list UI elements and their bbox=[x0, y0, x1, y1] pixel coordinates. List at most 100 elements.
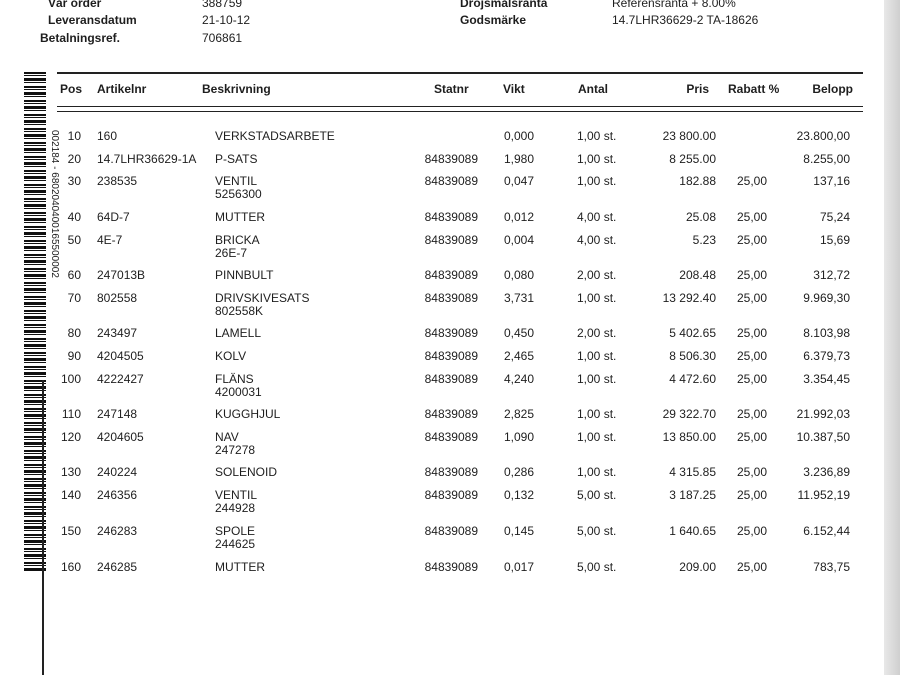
cell-pris: 13 850.00 bbox=[662, 430, 716, 444]
cell-rabatt: 25,00 bbox=[737, 174, 768, 188]
cell-vikt: 0,450 bbox=[503, 326, 534, 340]
cell-rabatt: 25,00 bbox=[737, 430, 768, 444]
cell-belopp: 137,16 bbox=[813, 174, 850, 188]
cell-pris: 3 187.25 bbox=[669, 488, 716, 502]
cell-pris: 8 255.00 bbox=[669, 152, 716, 166]
margin-line bbox=[42, 380, 44, 675]
cell-artikelnr: 246356 bbox=[97, 488, 138, 502]
cell-rabatt: 25,00 bbox=[737, 291, 768, 305]
cell-belopp: 23.800,00 bbox=[796, 129, 850, 143]
page-edge bbox=[884, 0, 900, 675]
cell-vikt: 3,731 bbox=[503, 291, 534, 305]
cell-beskrivning: KUGGHJUL bbox=[215, 407, 281, 421]
rule bbox=[57, 72, 863, 74]
cell-pos: 30 bbox=[67, 174, 81, 188]
cell-pos: 40 bbox=[67, 210, 81, 224]
column-header: Belopp bbox=[812, 82, 853, 96]
cell-artikelnr: 246285 bbox=[97, 560, 138, 574]
cell-artikelnr: 4204505 bbox=[97, 349, 144, 363]
field-value: 388759 bbox=[202, 0, 243, 10]
cell-rabatt: 25,00 bbox=[737, 268, 768, 282]
cell-antal: 5,00 st. bbox=[577, 524, 617, 538]
field-label: Dröjsmålsränta bbox=[460, 0, 548, 10]
field-label: Leveransdatum bbox=[48, 13, 137, 27]
column-header: Beskrivning bbox=[202, 82, 271, 96]
cell-rabatt: 25,00 bbox=[737, 372, 768, 386]
column-header: Pos bbox=[60, 82, 83, 96]
cell-beskrivning: VENTIL bbox=[215, 488, 258, 502]
cell-vikt: 0,000 bbox=[503, 129, 534, 143]
cell-antal: 1,00 st. bbox=[577, 430, 617, 444]
cell-vikt: 2,825 bbox=[503, 407, 534, 421]
cell-rabatt: 25,00 bbox=[737, 560, 768, 574]
cell-rabatt: 25,00 bbox=[737, 465, 768, 479]
cell-artikelnr: 247148 bbox=[97, 407, 138, 421]
cell-belopp: 11.952,19 bbox=[797, 488, 851, 502]
cell-pos: 140 bbox=[60, 488, 81, 502]
cell-antal: 4,00 st. bbox=[577, 233, 617, 247]
cell-beskrivning-2: 4200031 bbox=[215, 385, 262, 399]
cell-artikelnr: 238535 bbox=[97, 174, 138, 188]
cell-pos: 20 bbox=[67, 152, 81, 166]
cell-beskrivning: PINNBULT bbox=[215, 268, 274, 282]
cell-beskrivning-2: 5256300 bbox=[215, 187, 262, 201]
cell-artikelnr: 246283 bbox=[97, 524, 138, 538]
cell-antal: 1,00 st. bbox=[577, 372, 617, 386]
cell-pris: 5.23 bbox=[692, 233, 716, 247]
cell-rabatt: 25,00 bbox=[737, 233, 768, 247]
cell-belopp: 312,72 bbox=[813, 268, 850, 282]
cell-vikt: 0,132 bbox=[503, 488, 534, 502]
cell-artikelnr: 160 bbox=[97, 129, 118, 143]
cell-pos: 110 bbox=[61, 407, 81, 421]
column-header: Rabatt % bbox=[728, 82, 780, 96]
cell-beskrivning: KOLV bbox=[215, 349, 247, 363]
cell-beskrivning-2: 802558K bbox=[215, 304, 264, 318]
cell-beskrivning: LAMELL bbox=[215, 326, 262, 340]
cell-pos: 120 bbox=[60, 430, 81, 444]
cell-beskrivning: SOLENOID bbox=[215, 465, 278, 479]
cell-vikt: 0,047 bbox=[503, 174, 534, 188]
cell-belopp: 75,24 bbox=[819, 210, 850, 224]
cell-belopp: 6.379,73 bbox=[803, 349, 850, 363]
cell-pris: 25.08 bbox=[685, 210, 716, 224]
cell-statnr: 84839089 bbox=[424, 174, 478, 188]
cell-belopp: 783,75 bbox=[813, 560, 850, 574]
cell-statnr: 84839089 bbox=[424, 524, 478, 538]
cell-artikelnr: 64D-7 bbox=[97, 210, 130, 224]
cell-vikt: 0,012 bbox=[503, 210, 534, 224]
cell-statnr: 84839089 bbox=[424, 233, 478, 247]
cell-pos: 90 bbox=[67, 349, 81, 363]
cell-antal: 1,00 st. bbox=[577, 291, 617, 305]
field-value: 21-10-12 bbox=[202, 13, 251, 27]
cell-pris: 209.00 bbox=[679, 560, 716, 574]
cell-belopp: 15,69 bbox=[819, 233, 850, 247]
cell-vikt: 2,465 bbox=[503, 349, 534, 363]
cell-pos: 150 bbox=[60, 524, 81, 538]
cell-rabatt: 25,00 bbox=[737, 326, 768, 340]
cell-belopp: 6.152,44 bbox=[803, 524, 850, 538]
cell-pos: 60 bbox=[67, 268, 81, 282]
cell-antal: 2,00 st. bbox=[577, 326, 617, 340]
cell-artikelnr: 802558 bbox=[97, 291, 138, 305]
cell-artikelnr: 4222427 bbox=[97, 372, 144, 386]
column-header: Vikt bbox=[503, 82, 525, 96]
cell-pos: 50 bbox=[67, 233, 81, 247]
cell-pos: 100 bbox=[60, 372, 81, 386]
barcode-text: 002184 - 6802040400165500002 bbox=[49, 130, 60, 278]
cell-vikt: 0,145 bbox=[503, 524, 534, 538]
cell-pris: 23 800.00 bbox=[662, 129, 716, 143]
cell-rabatt: 25,00 bbox=[737, 407, 768, 421]
cell-belopp: 3.236,89 bbox=[803, 465, 850, 479]
cell-rabatt: 25,00 bbox=[737, 210, 768, 224]
rule bbox=[57, 106, 863, 107]
cell-rabatt: 25,00 bbox=[737, 524, 768, 538]
cell-vikt: 0,017 bbox=[503, 560, 534, 574]
cell-statnr: 84839089 bbox=[424, 488, 478, 502]
cell-antal: 1,00 st. bbox=[577, 407, 617, 421]
cell-pos: 70 bbox=[67, 291, 81, 305]
cell-beskrivning: SPOLE bbox=[215, 524, 256, 538]
field-value: 14.7LHR36629-2 TA-18626 bbox=[612, 13, 759, 27]
cell-statnr: 84839089 bbox=[424, 326, 478, 340]
field-value: Referensränta + 8.00% bbox=[612, 0, 736, 10]
cell-vikt: 1,980 bbox=[503, 152, 534, 166]
